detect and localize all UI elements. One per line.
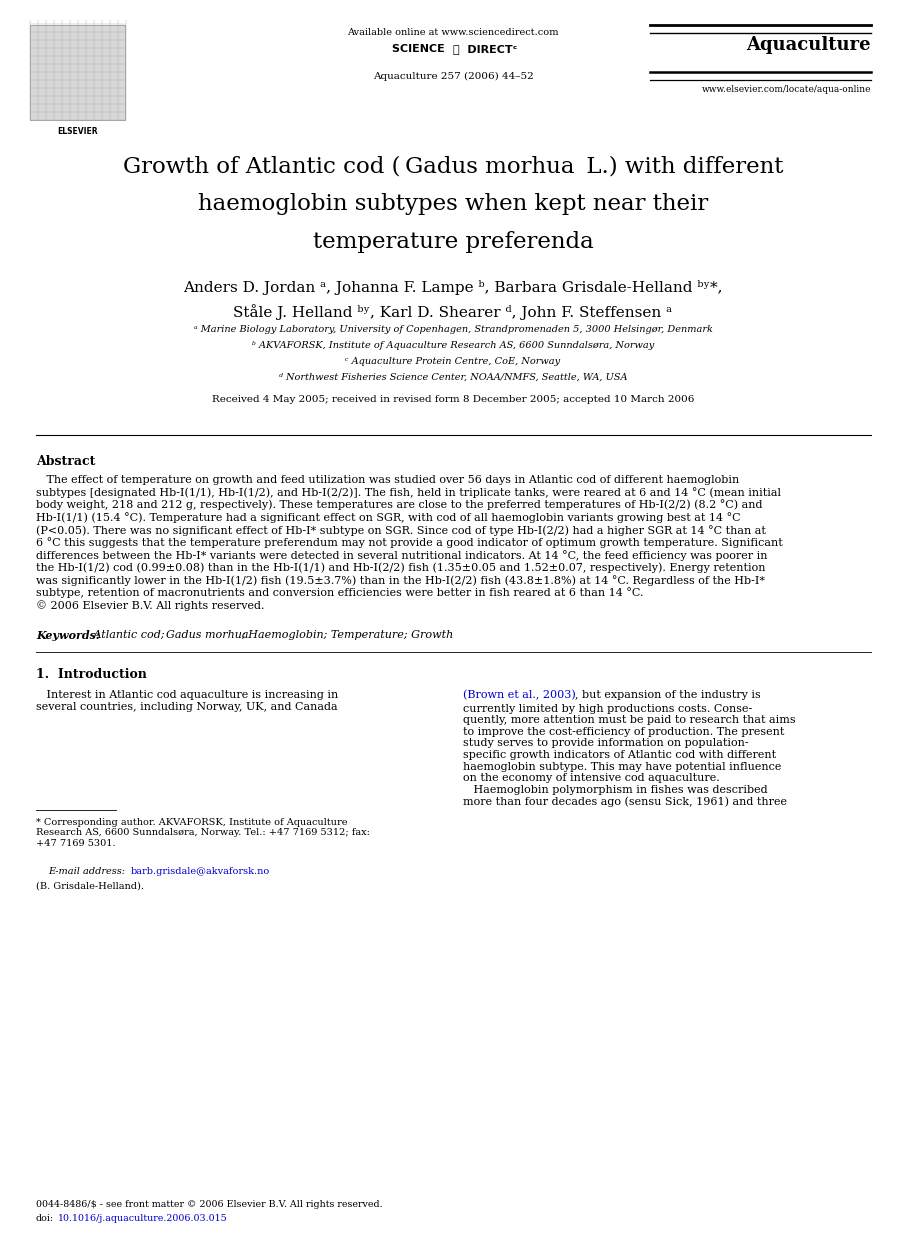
Text: ; Haemoglobin; Temperature; Growth: ; Haemoglobin; Temperature; Growth: [241, 630, 454, 640]
Text: ᶜ Aquaculture Protein Centre, CoE, Norway: ᶜ Aquaculture Protein Centre, CoE, Norwa…: [346, 357, 561, 366]
Text: Growth of Atlantic cod ( Gadus morhua  L.) with different: Growth of Atlantic cod ( Gadus morhua L.…: [122, 155, 783, 177]
Text: haemoglobin subtypes when kept near their: haemoglobin subtypes when kept near thei…: [198, 193, 708, 215]
Bar: [30, 25, 125, 120]
Text: currently limited by high productions costs. Conse-
quently, more attention must: currently limited by high productions co…: [463, 703, 795, 807]
Text: barb.grisdale@akvaforsk.no: barb.grisdale@akvaforsk.no: [131, 867, 270, 877]
Text: Interest in Atlantic cod aquaculture is increasing in
several countries, includi: Interest in Atlantic cod aquaculture is …: [36, 690, 338, 712]
Text: ᵇ AKVAFORSK, Institute of Aquaculture Research AS, 6600 Sunndalsøra, Norway: ᵇ AKVAFORSK, Institute of Aquaculture Re…: [252, 340, 654, 350]
Text: The effect of temperature on growth and feed utilization was studied over 56 day: The effect of temperature on growth and …: [36, 475, 783, 612]
Text: 0044-8486/$ - see front matter © 2006 Elsevier B.V. All rights reserved.: 0044-8486/$ - see front matter © 2006 El…: [36, 1200, 383, 1210]
Text: 1.  Introduction: 1. Introduction: [36, 669, 147, 681]
Text: SCIENCE: SCIENCE: [393, 45, 453, 54]
Text: Gadus morhua: Gadus morhua: [166, 630, 249, 640]
Text: (Brown et al., 2003): (Brown et al., 2003): [463, 690, 576, 701]
Text: (B. Grisdale-Helland).: (B. Grisdale-Helland).: [36, 881, 144, 891]
Text: www.elsevier.com/locate/aqua-online: www.elsevier.com/locate/aqua-online: [701, 85, 871, 94]
Text: E-mail address:: E-mail address:: [48, 867, 128, 877]
Text: Atlantic cod;: Atlantic cod;: [90, 630, 168, 640]
Text: ᵈ Northwest Fisheries Science Center, NOAA/NMFS, Seattle, WA, USA: ᵈ Northwest Fisheries Science Center, NO…: [278, 373, 628, 383]
Text: Aquaculture 257 (2006) 44–52: Aquaculture 257 (2006) 44–52: [373, 72, 533, 82]
Text: Keywords:: Keywords:: [36, 630, 100, 641]
Text: Abstract: Abstract: [36, 456, 95, 468]
Text: * Corresponding author. AKVAFORSK, Institute of Aquaculture
Research AS, 6600 Su: * Corresponding author. AKVAFORSK, Insti…: [36, 818, 370, 848]
Text: Received 4 May 2005; received in revised form 8 December 2005; accepted 10 March: Received 4 May 2005; received in revised…: [212, 395, 694, 404]
Text: Available online at www.sciencedirect.com: Available online at www.sciencedirect.co…: [347, 28, 559, 37]
Text: ᵃ Marine Biology Laboratory, University of Copenhagen, Strandpromenaden 5, 3000 : ᵃ Marine Biology Laboratory, University …: [193, 326, 712, 334]
Text: Ståle J. Helland ᵇʸ, Karl D. Shearer ᵈ, John F. Steffensen ᵃ: Ståle J. Helland ᵇʸ, Karl D. Shearer ᵈ, …: [233, 305, 673, 319]
Text: temperature preferenda: temperature preferenda: [313, 232, 593, 253]
Text: , but expansion of the industry is: , but expansion of the industry is: [575, 690, 761, 699]
Text: 10.1016/j.aquaculture.2006.03.015: 10.1016/j.aquaculture.2006.03.015: [58, 1214, 228, 1223]
Text: doi:: doi:: [36, 1214, 54, 1223]
Text: Aquaculture: Aquaculture: [746, 36, 871, 54]
Text: ELSEVIER: ELSEVIER: [58, 128, 98, 136]
Text: ⓓ  DIRECTᶜ: ⓓ DIRECTᶜ: [453, 45, 517, 54]
Text: Anders D. Jordan ᵃ, Johanna F. Lampe ᵇ, Barbara Grisdale-Helland ᵇʸ*,: Anders D. Jordan ᵃ, Johanna F. Lampe ᵇ, …: [183, 280, 723, 295]
